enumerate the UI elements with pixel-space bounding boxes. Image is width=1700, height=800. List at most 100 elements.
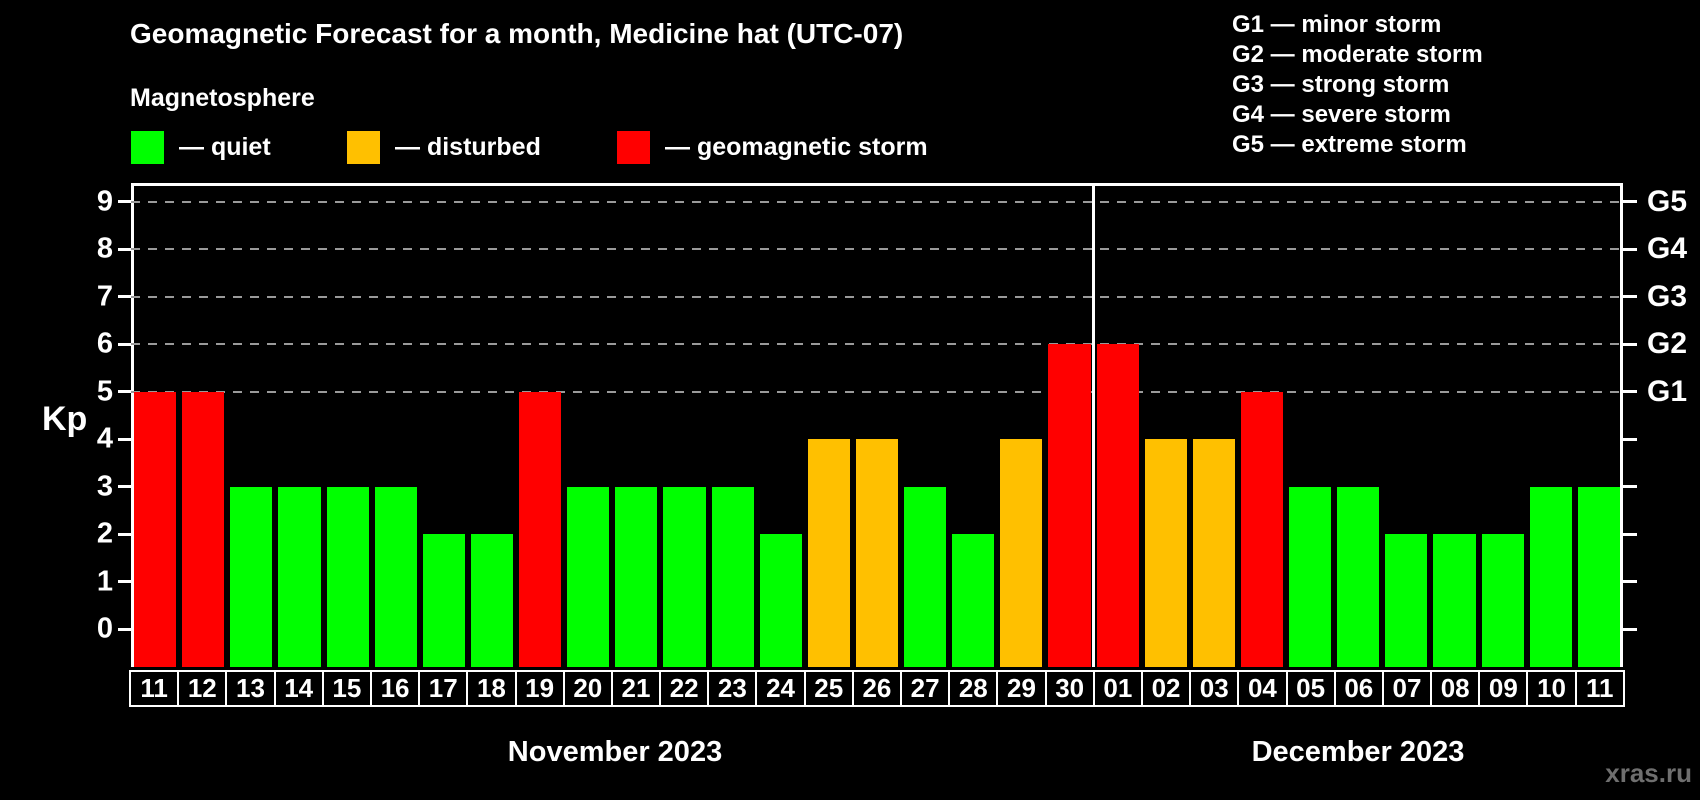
date-cell-28: 28 [948,670,999,707]
date-cell-11: 11 [1574,670,1625,707]
y-tick-left-8 [118,247,131,251]
y-tick-left-9 [118,200,131,204]
plot-border-top [131,183,1623,186]
g-legend-line-g4: G4 — severe storm [1232,101,1451,128]
kp-bar-day-07 [1385,534,1428,667]
date-cell-12: 12 [177,670,228,707]
y-tick-right-1 [1623,580,1637,584]
y-tick-right-8 [1623,247,1637,251]
g-scale-label-g3: G3 [1647,279,1688,313]
watermark: xras.ru [1605,758,1692,788]
chart-title: Geomagnetic Forecast for a month, Medici… [130,18,904,49]
kp-bar-day-20 [567,486,610,667]
g-scale-label-g2: G2 [1647,327,1688,361]
date-cell-20: 20 [562,670,613,707]
y-tick-right-0 [1623,627,1637,631]
date-cell-10: 10 [1526,670,1577,707]
kp-bar-day-18 [470,534,514,667]
legend-label-quiet: — quiet [179,133,271,161]
legend-label-storm: — geomagnetic storm [665,133,928,161]
kp-bar-day-02 [1144,439,1187,667]
date-cell-15: 15 [321,670,372,707]
kp-bar-day-13 [230,486,273,667]
kp-bar-day-05 [1289,486,1332,667]
month-separator [1092,183,1096,667]
date-cell-09: 09 [1478,670,1529,707]
date-cell-11: 11 [129,670,180,707]
y-tick-label-7: 7 [96,280,113,313]
date-cell-21: 21 [610,670,662,707]
y-tick-left-0 [118,627,131,631]
y-tick-right-5 [1623,390,1637,394]
kp-bar-day-09 [1481,534,1524,667]
date-cell-22: 22 [659,670,710,707]
g-legend-line-g3: G3 — strong storm [1232,71,1450,98]
gridline-g3 [131,295,1623,298]
date-cell-26: 26 [851,670,902,707]
y-tick-left-1 [118,580,131,584]
g-legend-line-g1: G1 — minor storm [1232,11,1442,38]
y-tick-label-2: 2 [96,517,113,550]
kp-bar-day-21 [615,486,658,667]
legend-item-storm: — geomagnetic storm [617,131,928,164]
gridline-g2 [131,343,1623,346]
plot-area: G1 G2 G3 G4 G5 0 1 2 3 4 5 6 7 8 9 [97,183,1687,667]
g-legend-line-g2: G2 — moderate storm [1232,41,1483,68]
y-tick-label-4: 4 [96,422,113,455]
date-cell-18: 18 [466,670,517,707]
date-axis: 11 12 13 14 15 16 17 18 19 20 21 22 23 24 25 26 27 28 29 30… [129,670,1625,707]
g-scale-label-g5: G5 [1647,184,1688,218]
g-legend-line-g5: G5 — extreme storm [1232,131,1467,158]
kp-bar-day-03 [1192,439,1235,667]
gridline-g5 [131,200,1623,203]
date-cell-02: 02 [1140,670,1192,707]
y-tick-right-4 [1623,437,1637,441]
date-cell-06: 06 [1333,670,1384,707]
kp-bar-day-10 [1529,486,1572,667]
legend-title: Magnetosphere [130,84,315,112]
y-tick-left-5 [118,390,131,394]
y-tick-left-2 [118,532,131,536]
y-tick-left-3 [118,485,131,489]
legend-item-disturbed: — disturbed [347,131,541,164]
y-tick-right-2 [1623,532,1637,536]
date-cell-16: 16 [369,670,421,707]
kp-bar-day-11 [134,391,177,667]
date-cell-30: 30 [1044,670,1095,707]
kp-bar-day-11 [1577,486,1620,667]
kp-bar-day-22 [663,486,706,667]
y-tick-left-4 [118,437,131,441]
date-cell-01: 01 [1092,670,1143,707]
date-cell-13: 13 [225,670,276,707]
y-tick-left-6 [118,342,131,346]
date-cell-05: 05 [1285,670,1336,707]
y-tick-label-8: 8 [96,232,113,265]
month-label-november: November 2023 [507,736,723,768]
y-tick-label-5: 5 [96,375,113,408]
y-tick-label-0: 0 [96,612,113,645]
date-cell-08: 08 [1430,670,1481,707]
date-cell-23: 23 [707,670,758,707]
date-cell-27: 27 [900,670,951,707]
y-tick-label-1: 1 [96,565,113,598]
y-axis-title: Kp [42,400,88,438]
date-cell-07: 07 [1381,670,1433,707]
kp-bar-day-04 [1240,391,1284,667]
y-tick-label-9: 9 [96,185,113,218]
kp-bar-day-01 [1096,344,1139,667]
kp-bar-day-08 [1433,534,1476,667]
magnetosphere-legend: — quiet — disturbed — geomagnetic storm [131,131,1031,167]
y-tick-left-7 [118,295,131,299]
gridline-g1 [131,390,1623,393]
g-scale-legend: G1 — minor storm G2 — moderate storm G3 … [1232,10,1483,160]
date-cell-17: 17 [418,670,469,707]
kp-bar-day-28 [952,534,995,667]
kp-bar-day-19 [519,391,562,667]
gridline-g4 [131,248,1623,251]
y-tick-label-3: 3 [96,470,113,503]
y-tick-right-9 [1623,200,1637,204]
kp-bar-day-27 [904,486,947,667]
date-cell-25: 25 [803,670,854,707]
plot-border-right [1620,183,1623,667]
kp-bar-day-26 [855,439,899,667]
